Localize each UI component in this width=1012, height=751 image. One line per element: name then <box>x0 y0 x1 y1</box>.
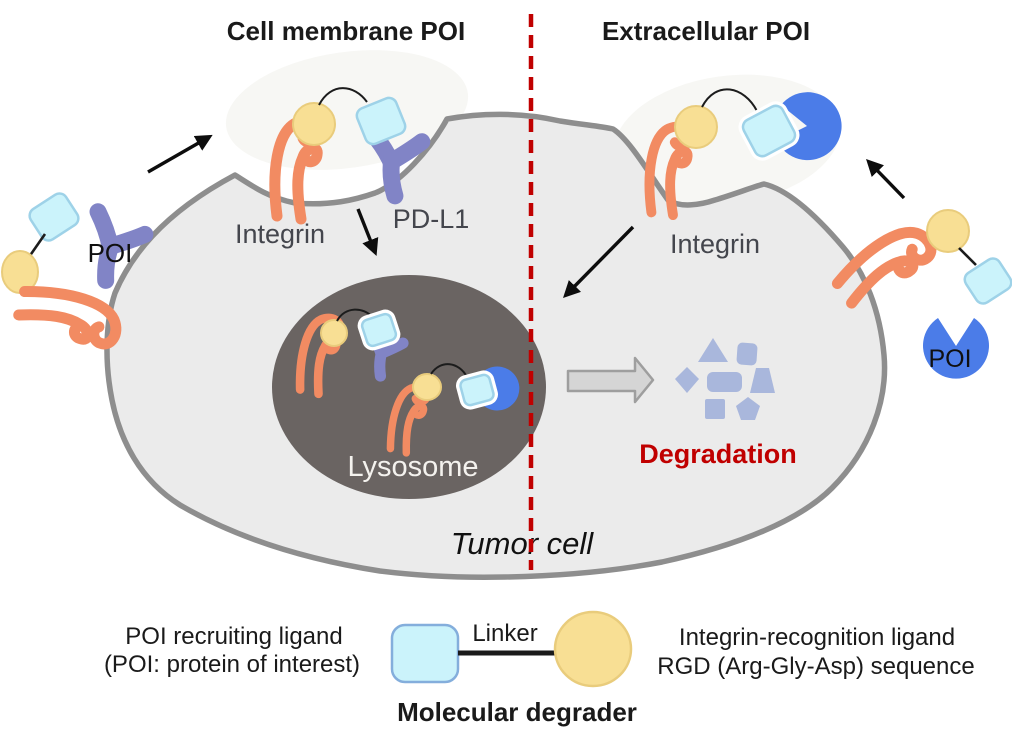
tumor-cell-label: Tumor cell <box>451 526 595 561</box>
lysosome-label: Lysosome <box>347 451 478 483</box>
arrow-to-membrane-right <box>866 158 906 200</box>
poi-recruiting-ligand-icon <box>459 373 495 407</box>
linker-line <box>430 363 468 378</box>
integrin-icon <box>17 289 120 345</box>
integrin-label-right: Integrin <box>670 229 760 259</box>
arrow-to-membrane <box>147 134 213 174</box>
rgd-ligand-icon <box>674 105 718 149</box>
title-extracellular-poi: Extracellular POI <box>602 16 810 46</box>
poi-recruiting-ligand-icon <box>28 192 80 242</box>
degradation-label: Degradation <box>639 439 797 469</box>
integrin-icon <box>834 217 936 317</box>
linker-line <box>701 88 758 112</box>
legend-linker-label: Linker <box>472 620 537 647</box>
arrow-to-lysosome-left <box>356 208 379 256</box>
poi-recruiting-ligand-icon <box>741 104 797 158</box>
linker-line <box>27 233 47 258</box>
integrin-label-left: Integrin <box>235 219 325 249</box>
linker-line <box>958 247 977 266</box>
rgd-ligand-icon <box>553 610 633 688</box>
legend: POI recruiting ligand (POI: protein of i… <box>104 610 975 727</box>
legend-rgd-line1: Integrin-recognition ligand <box>679 624 955 651</box>
rgd-ligand-icon <box>320 319 348 347</box>
legend-poi-ligand-line1: POI recruiting ligand <box>125 623 342 650</box>
pdl1-label: PD-L1 <box>393 204 470 234</box>
linker-line <box>318 87 368 106</box>
degradation-fragments-icon <box>675 338 775 420</box>
legend-rgd-line2: RGD (Arg-Gly-Asp) sequence <box>657 653 974 680</box>
arrow-to-lysosome-right <box>563 225 635 299</box>
rgd-ligand-icon <box>292 102 336 146</box>
rgd-ligand-icon <box>412 373 442 401</box>
legend-molecular-degrader: Molecular degrader <box>397 697 637 727</box>
poi-recruiting-ligand-icon <box>360 312 398 348</box>
poi-recruiting-ligand-icon <box>963 257 1012 305</box>
rgd-ligand-icon <box>926 209 970 253</box>
poi-recruiting-ligand-icon <box>355 96 407 146</box>
poi-label-left: POI <box>88 238 133 268</box>
poi-recruiting-ligand-icon <box>390 623 460 684</box>
poi-label-right: POI <box>928 345 971 373</box>
poi-protein-icon <box>922 318 989 379</box>
legend-poi-ligand-line2: (POI: protein of interest) <box>104 651 360 678</box>
block-arrow-icon <box>566 356 655 404</box>
title-cell-membrane-poi: Cell membrane POI <box>227 16 465 46</box>
